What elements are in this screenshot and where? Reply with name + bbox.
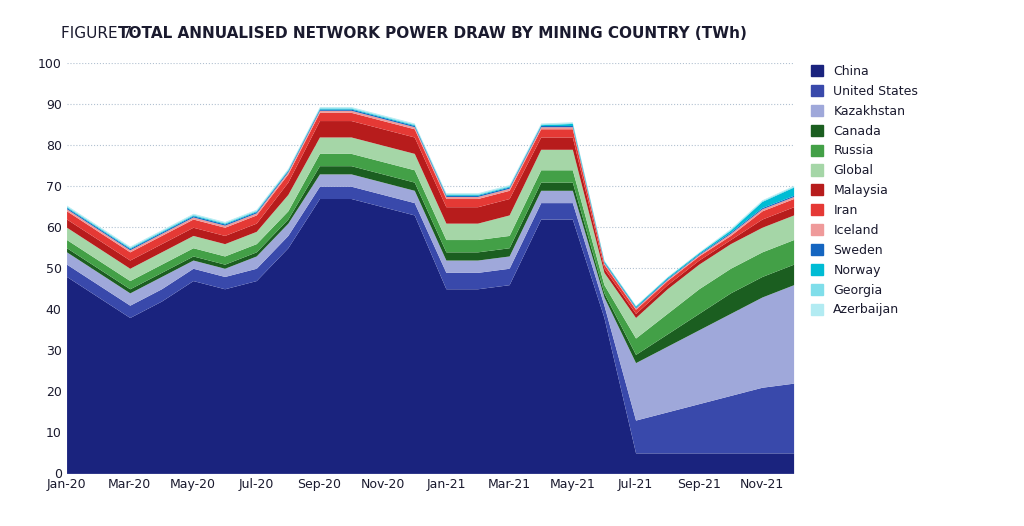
- Text: FIGURE 7:: FIGURE 7:: [61, 26, 142, 42]
- Text: TOTAL ANNUALISED NETWORK POWER DRAW BY MINING COUNTRY (TWh): TOTAL ANNUALISED NETWORK POWER DRAW BY M…: [118, 26, 746, 42]
- Legend: China, United States, Kazakhstan, Canada, Russia, Global, Malaysia, Iran, Icelan: China, United States, Kazakhstan, Canada…: [807, 61, 922, 320]
